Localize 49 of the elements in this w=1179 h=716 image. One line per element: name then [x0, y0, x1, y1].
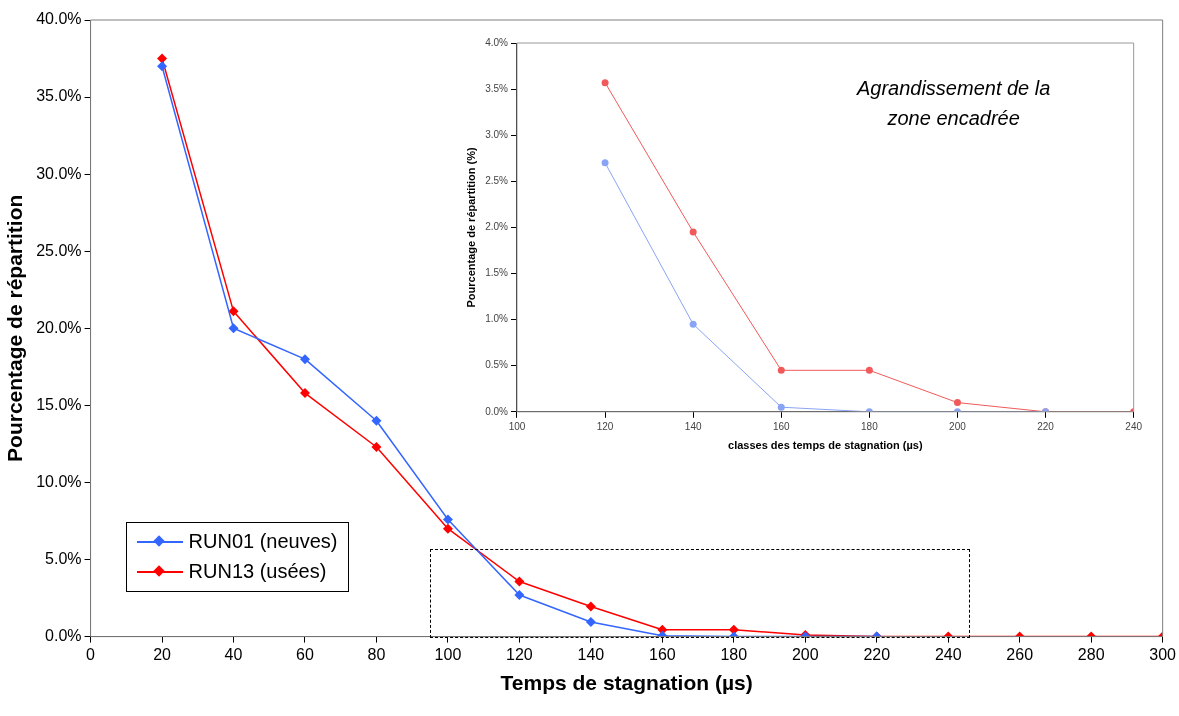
x-tick-label: 200 — [791, 645, 819, 663]
x-tick-label: 280 — [1077, 645, 1105, 663]
x-tick-label: 120 — [596, 420, 614, 432]
x-tick-label: 160 — [772, 420, 791, 432]
legend-label: RUN01 (neuves) — [188, 530, 338, 554]
y-tick-label: 1.5% — [485, 267, 509, 279]
y-tick-label: 0.0% — [485, 405, 509, 417]
x-tick-label: 160 — [648, 645, 676, 663]
x-tick-label: 140 — [684, 420, 702, 432]
x-tick-label: 220 — [863, 645, 891, 663]
x-tick-label: 180 — [861, 420, 879, 432]
y-tick-label: 1.0% — [485, 313, 509, 325]
x-tick-label: 200 — [949, 420, 967, 432]
y-tick-label: 3.5% — [485, 82, 509, 94]
y-tick-label: 25.0% — [36, 241, 82, 259]
x-tick-label: 220 — [1037, 420, 1055, 432]
y-tick-label: 15.0% — [36, 395, 82, 413]
x-axis-title: Temps de stagnation (µs) — [500, 671, 753, 695]
x-tick-label: 240 — [934, 645, 962, 663]
y-tick-label: 5.0% — [45, 549, 82, 567]
x-tick-label: 60 — [296, 645, 314, 663]
y-tick-label: 30.0% — [36, 164, 82, 182]
x-axis-title: classes des temps de stagnation (µs) — [728, 439, 923, 452]
y-tick-label: 40.0% — [36, 10, 82, 28]
y-tick-label: 4.0% — [485, 36, 509, 48]
y-tick-label: 2.0% — [485, 221, 509, 233]
x-tick-label: 140 — [577, 645, 605, 663]
y-axis-title: Pourcentage de répartition (%) — [464, 147, 477, 308]
y-tick-label: 35.0% — [36, 87, 82, 105]
y-tick-label: 20.0% — [36, 318, 82, 336]
annotation: Agrandissement de la zone encadrée — [855, 76, 1052, 131]
x-tick-label: 300 — [1149, 645, 1177, 663]
x-tick-label: 260 — [1006, 645, 1034, 663]
x-tick-label: 80 — [367, 645, 386, 663]
y-tick-label: 0.0% — [45, 627, 82, 645]
y-tick-label: 3.0% — [485, 128, 509, 140]
x-tick-label: 20 — [153, 645, 172, 663]
x-tick-label: 240 — [1125, 420, 1143, 432]
y-tick-label: 2.5% — [485, 175, 509, 187]
x-tick-label: 0 — [86, 645, 96, 663]
x-tick-label: 40 — [224, 645, 243, 663]
y-tick-label: 10.0% — [36, 472, 82, 490]
y-axis-title: Pourcentage de répartition — [3, 194, 27, 462]
x-tick-label: 120 — [506, 645, 533, 663]
y-tick-label: 0.5% — [485, 359, 509, 371]
x-tick-label: 100 — [508, 420, 526, 432]
x-tick-label: 180 — [720, 645, 748, 663]
legend-label: RUN13 (usées) — [188, 560, 327, 584]
x-tick-label: 100 — [434, 645, 462, 663]
